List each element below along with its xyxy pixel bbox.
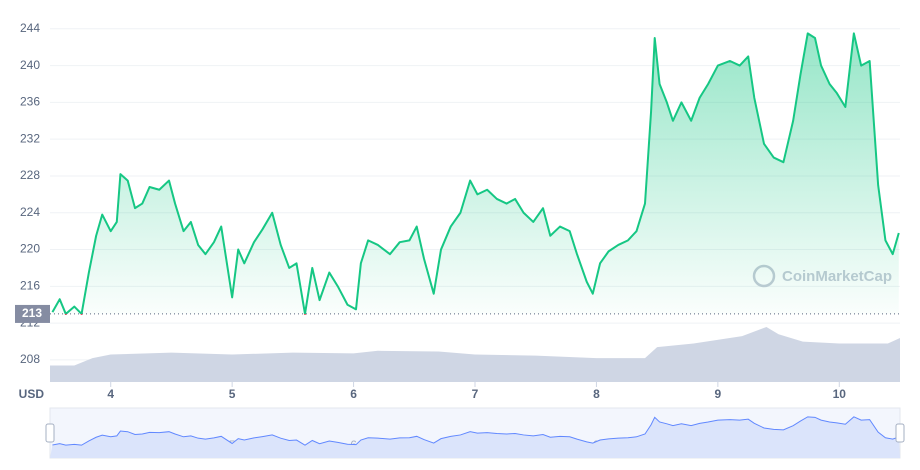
y-tick-label: 236 (20, 95, 40, 109)
x-tick-label: 5 (229, 387, 236, 401)
navigator-line (52, 416, 899, 446)
x-tick-label: 9 (715, 387, 722, 401)
navigator-handle[interactable] (895, 423, 905, 443)
x-tick-label: 7 (472, 387, 479, 401)
y-tick-label: 244 (20, 21, 40, 35)
navigator-handle[interactable] (45, 423, 55, 443)
y-tick-label: 232 (20, 131, 40, 145)
currency-label: USD (19, 387, 45, 401)
y-tick-label: 228 (20, 168, 40, 182)
x-tick-label: 4 (107, 387, 114, 401)
y-tick-label: 240 (20, 58, 40, 72)
price-area (52, 33, 899, 314)
y-tick-label: 208 (20, 352, 40, 366)
x-tick-label: 8 (593, 387, 600, 401)
volume-area (50, 326, 900, 382)
y-tick-label: 224 (20, 205, 40, 219)
y-tick-label: 220 (20, 242, 40, 256)
navigator-area (50, 416, 900, 458)
baseline-tag (15, 304, 50, 323)
y-tick-label: 216 (20, 279, 40, 293)
price-line (51, 32, 900, 315)
baseline-label: 213 (22, 306, 42, 320)
x-tick-label: 6 (350, 387, 357, 401)
x-tick-label: 10 (833, 387, 847, 401)
